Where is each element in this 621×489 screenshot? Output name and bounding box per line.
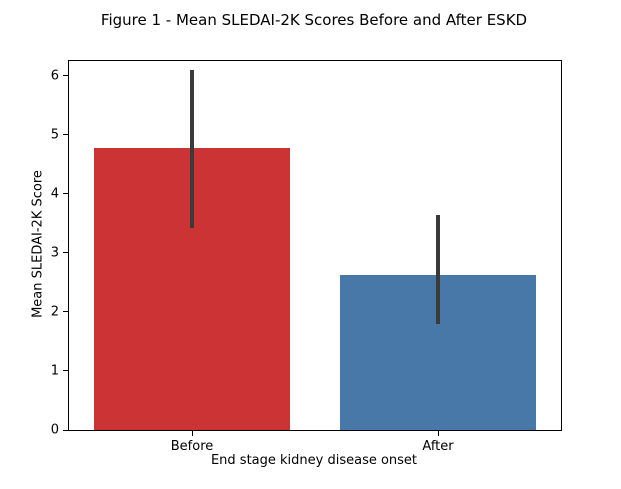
x-tick-label-before: Before	[170, 439, 214, 454]
y-tick-mark	[63, 311, 69, 313]
y-tick-label: 0	[50, 422, 59, 438]
y-tick-mark	[63, 370, 69, 372]
error-bar-before	[190, 69, 194, 229]
y-tick-mark	[63, 252, 69, 254]
y-tick-mark	[63, 193, 69, 195]
y-tick-mark	[63, 134, 69, 136]
y-tick-label: 3	[50, 245, 59, 261]
y-tick-label: 2	[50, 304, 59, 320]
y-tick-mark	[63, 75, 69, 77]
error-bar-after	[436, 214, 440, 324]
x-axis-label: End stage kidney disease onset	[210, 453, 418, 468]
y-tick-mark	[63, 429, 69, 431]
y-tick-label: 5	[50, 127, 59, 143]
chart-title: Figure 1 - Mean SLEDAI-2K Scores Before …	[100, 11, 528, 29]
y-axis-label: Mean SLEDAI-2K Score	[30, 170, 46, 318]
y-tick-label: 4	[50, 186, 59, 202]
x-tick-mark	[191, 430, 193, 436]
x-tick-mark	[437, 430, 439, 436]
y-tick-label: 6	[50, 68, 59, 84]
x-tick-label-after: After	[422, 439, 454, 454]
y-tick-label: 1	[50, 363, 59, 379]
